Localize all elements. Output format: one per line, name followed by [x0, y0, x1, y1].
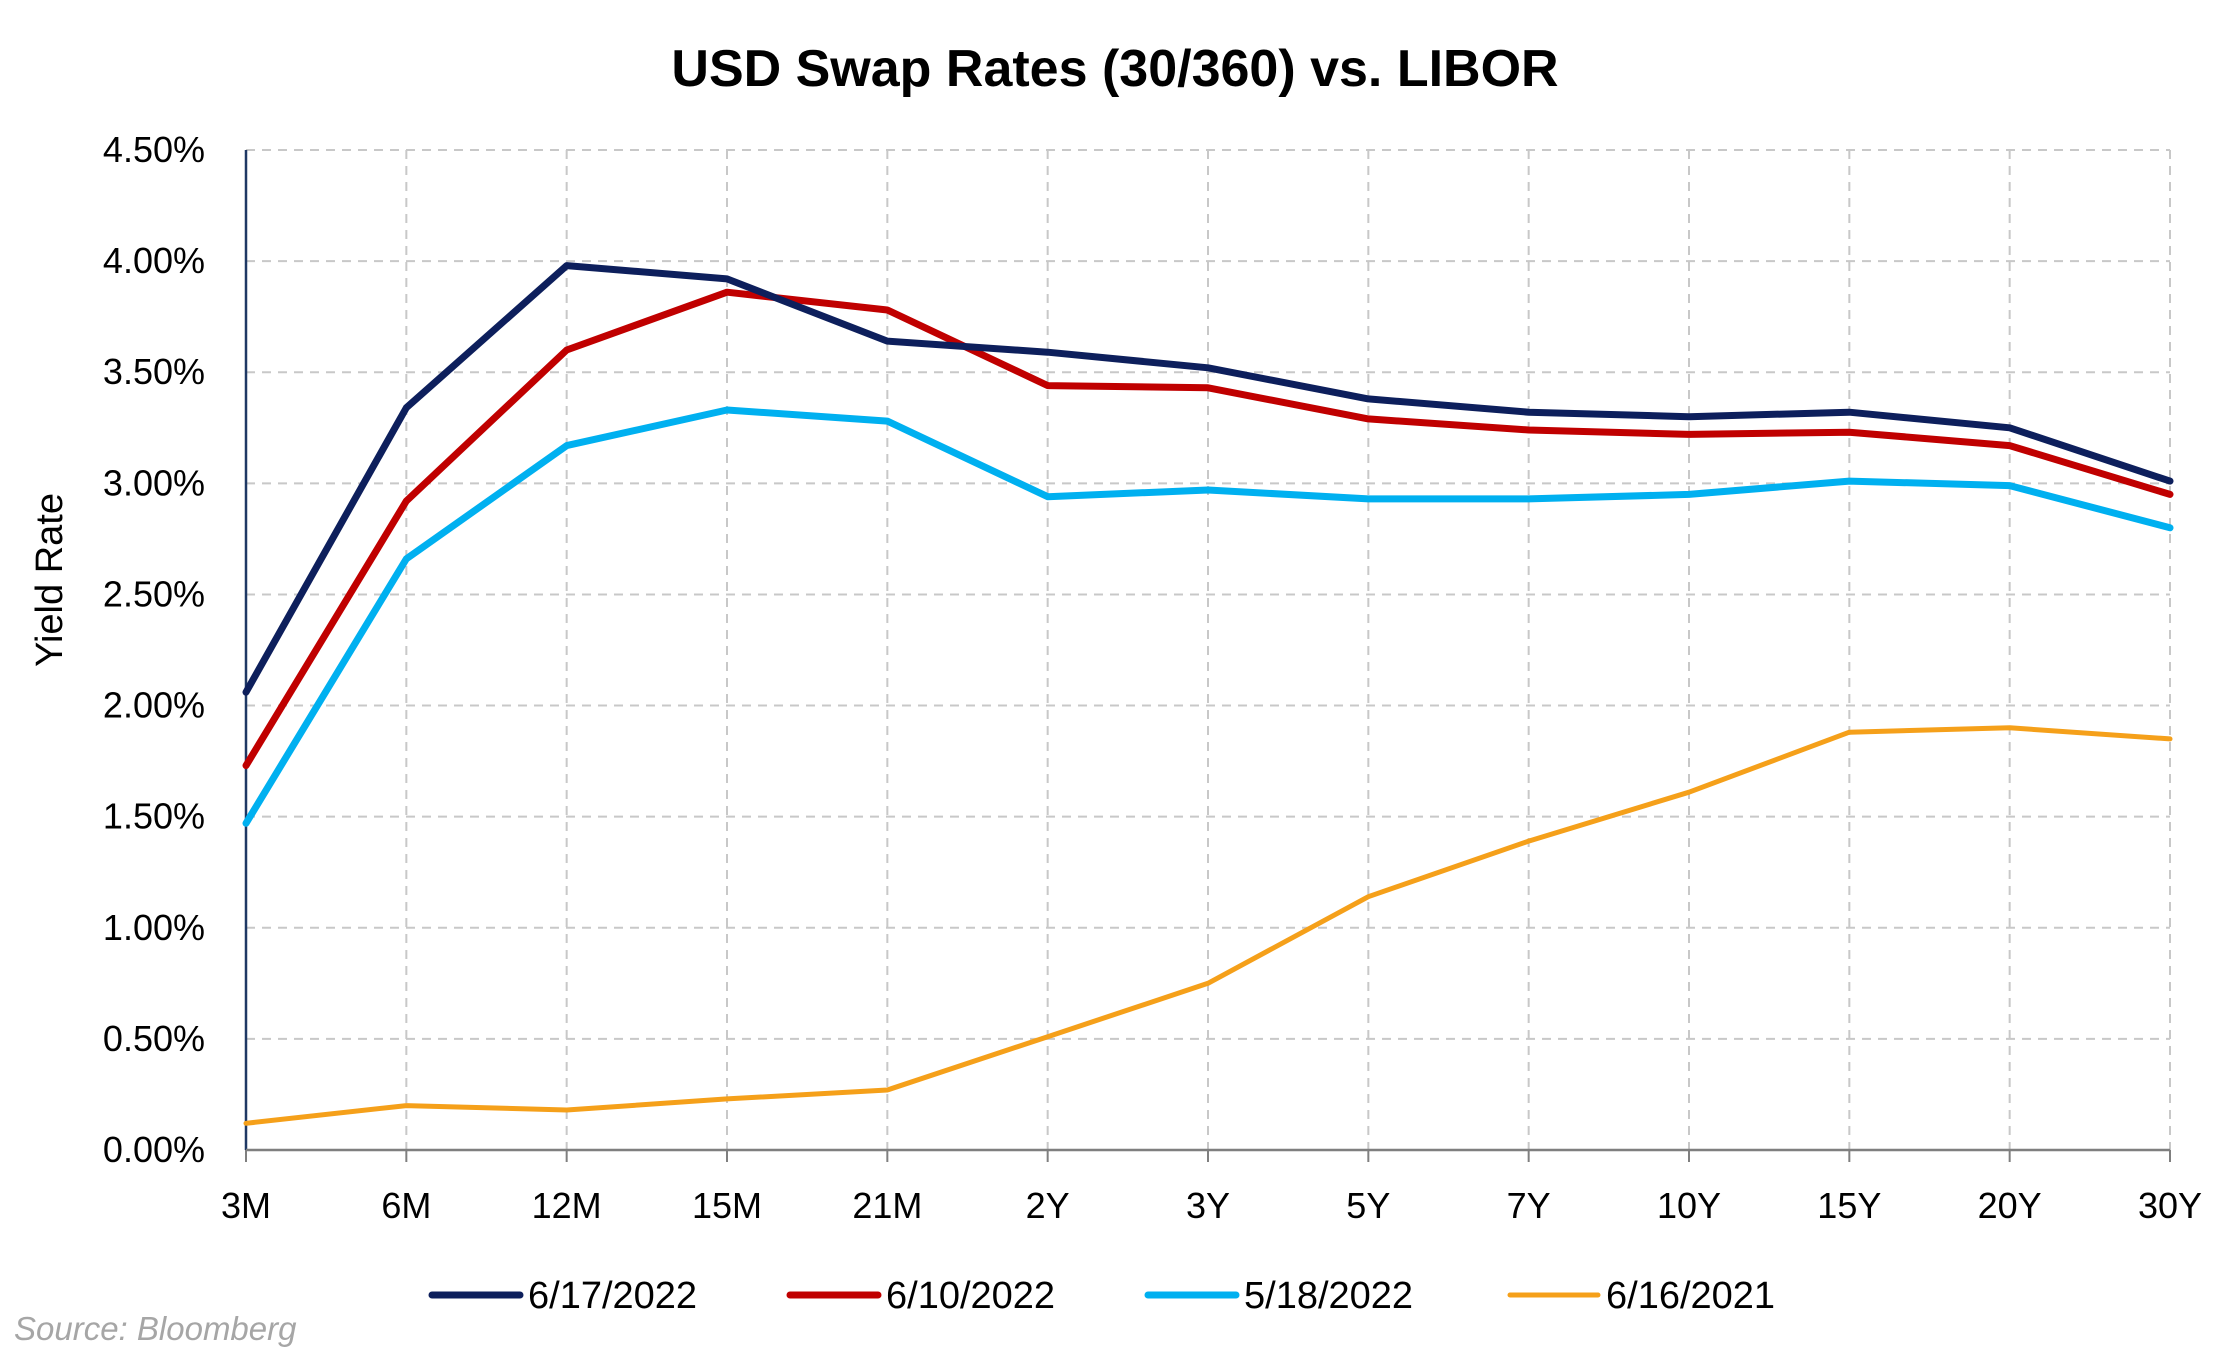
y-tick-label: 4.50%: [103, 129, 205, 170]
x-tick-label: 5Y: [1346, 1185, 1390, 1226]
x-tick-label: 6M: [381, 1185, 431, 1226]
y-tick-label: 2.50%: [103, 573, 205, 614]
y-tick-label: 0.00%: [103, 1129, 205, 1170]
x-tick-label: 15M: [692, 1185, 762, 1226]
x-tick-label: 30Y: [2138, 1185, 2202, 1226]
series-line: [243, 725, 2173, 1126]
axes: [244, 150, 2171, 1162]
series-line: [242, 406, 2174, 827]
legend: 6/17/2022 6/10/2022 5/18/2022 6/16/2021: [428, 1275, 1775, 1317]
y-tick-label: 1.50%: [103, 796, 205, 837]
x-tick-label: 2Y: [1026, 1185, 1070, 1226]
legend-label: 6/16/2021: [1606, 1275, 1775, 1317]
y-tick-label: 2.00%: [103, 685, 205, 726]
x-tick-label: 21M: [852, 1185, 922, 1226]
y-tick-label: 0.50%: [103, 1018, 205, 1059]
grid: [246, 149, 2171, 1150]
x-tick-label: 3Y: [1186, 1185, 1230, 1226]
x-tick-labels: 3M 6M 12M 15M 21M 2Y 3Y 5Y 7Y 10Y 15Y 20Y 30Y: [221, 1185, 2202, 1226]
series-line: [242, 288, 2174, 770]
legend-label: 5/18/2022: [1244, 1275, 1413, 1317]
x-tick-label: 15Y: [1817, 1185, 1881, 1226]
x-tick-label: 7Y: [1507, 1185, 1551, 1226]
y-axis-label: Yield Rate: [29, 493, 71, 667]
legend-label: 6/17/2022: [528, 1275, 697, 1317]
series-line: [242, 262, 2174, 696]
y-tick-label: 4.00%: [103, 240, 205, 281]
chart-title: USD Swap Rates (30/360) vs. LIBOR: [671, 40, 1558, 98]
y-tick-label: 3.50%: [103, 351, 205, 392]
x-tick-label: 12M: [532, 1185, 602, 1226]
x-tick-label: 20Y: [1978, 1185, 2042, 1226]
series-lines: [242, 262, 2174, 1126]
y-tick-label: 3.00%: [103, 462, 205, 503]
y-tick-label: 1.00%: [103, 907, 205, 948]
source-note: Source: Bloomberg: [14, 1310, 297, 1347]
legend-label: 6/10/2022: [886, 1275, 1055, 1317]
x-tick-label: 10Y: [1657, 1185, 1721, 1226]
y-tick-labels: 0.00% 0.50% 1.00% 1.50% 2.00% 2.50% 3.00% 3.50%…: [103, 129, 205, 1170]
x-tick-label: 3M: [221, 1185, 271, 1226]
